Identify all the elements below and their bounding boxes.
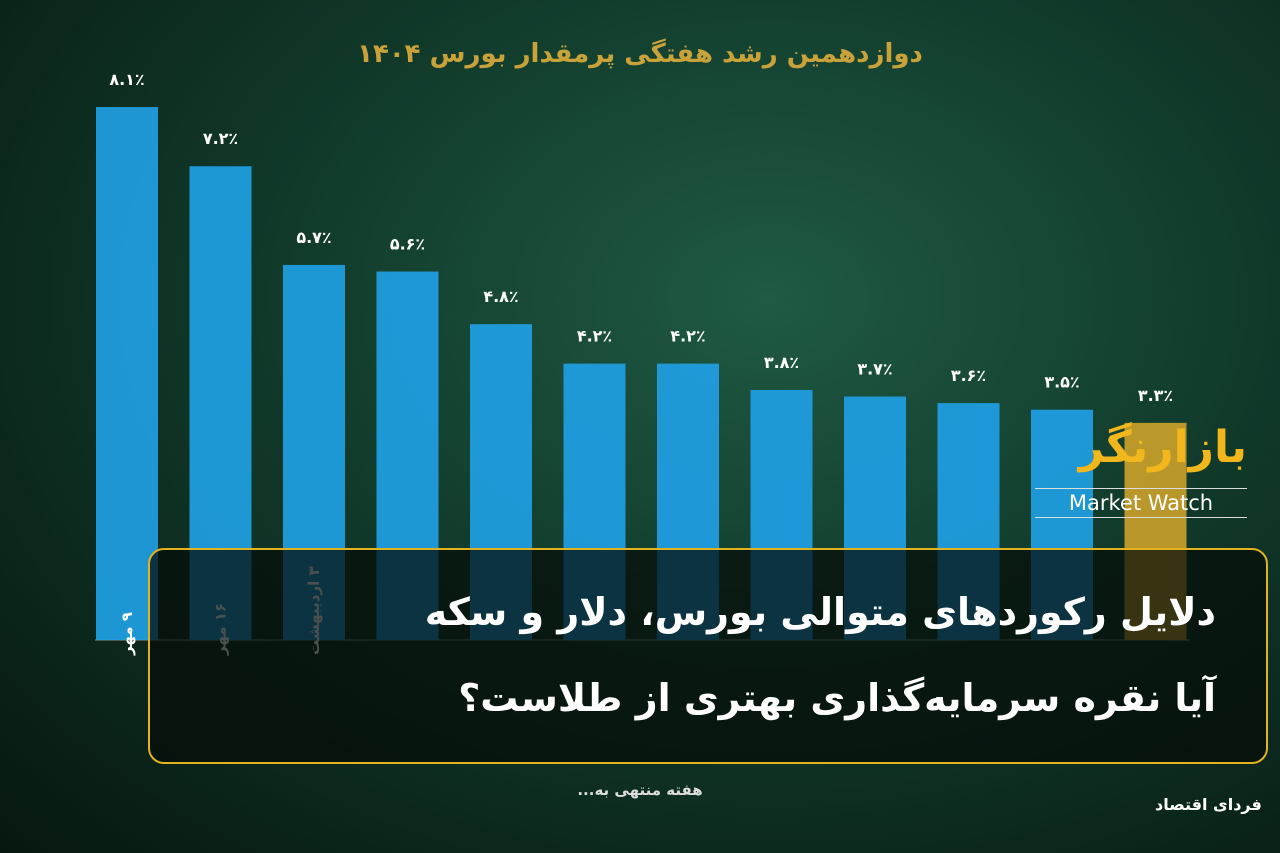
logo-name: بازارنگر [1078,422,1247,473]
value-label: ۳.۳٪ [1138,386,1173,405]
headline: دلایل رکوردهای متوالی بورس، دلار و سکه [424,590,1216,634]
value-label: ۴.۲٪ [577,327,612,346]
headline-box: دلایل رکوردهای متوالی بورس، دلار و سکه آ… [148,548,1268,764]
chart-title: دوازدهمین رشد هفتگی پرمقدار بورس ۱۴۰۴ [357,38,923,69]
headline: آیا نقره سرمایه‌گذاری بهتری از طلاست؟ [458,676,1216,720]
value-label: ۴.۲٪ [670,327,705,346]
value-label: ۳.۶٪ [951,366,986,385]
value-label: ۳.۸٪ [764,353,799,372]
logo-english: Market Watch [1035,488,1247,518]
source: فردای اقتصاد [1155,795,1262,814]
value-label: ۳.۷٪ [857,360,892,379]
value-label: ۵.۷٪ [296,228,331,247]
value-label: ۵.۶٪ [390,235,425,254]
logo: بازارنگر Market Watch [1035,420,1247,526]
value-label: ۳.۵٪ [1044,373,1079,392]
bar [96,107,158,640]
value-label: ۴.۸٪ [483,287,518,306]
x-axis-label: هفته منتهی به... [577,781,702,799]
value-label: ۸.۱٪ [109,70,144,89]
value-label: ۷.۲٪ [203,129,238,148]
x-tick-label: ۹ مهر [118,612,136,656]
